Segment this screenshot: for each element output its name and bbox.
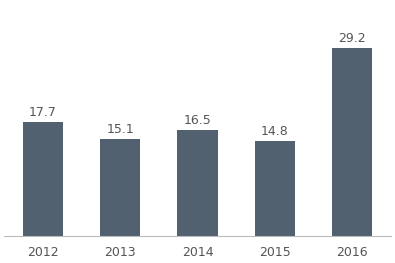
Bar — [23, 122, 63, 236]
Text: 29.2: 29.2 — [339, 32, 366, 45]
Text: 15.1: 15.1 — [106, 123, 134, 136]
Bar — [255, 141, 295, 236]
Bar — [100, 139, 140, 236]
Bar — [332, 48, 372, 236]
Text: 14.8: 14.8 — [261, 125, 289, 138]
Text: 17.7: 17.7 — [29, 106, 57, 119]
Bar — [177, 130, 218, 236]
Text: 16.5: 16.5 — [184, 114, 211, 127]
